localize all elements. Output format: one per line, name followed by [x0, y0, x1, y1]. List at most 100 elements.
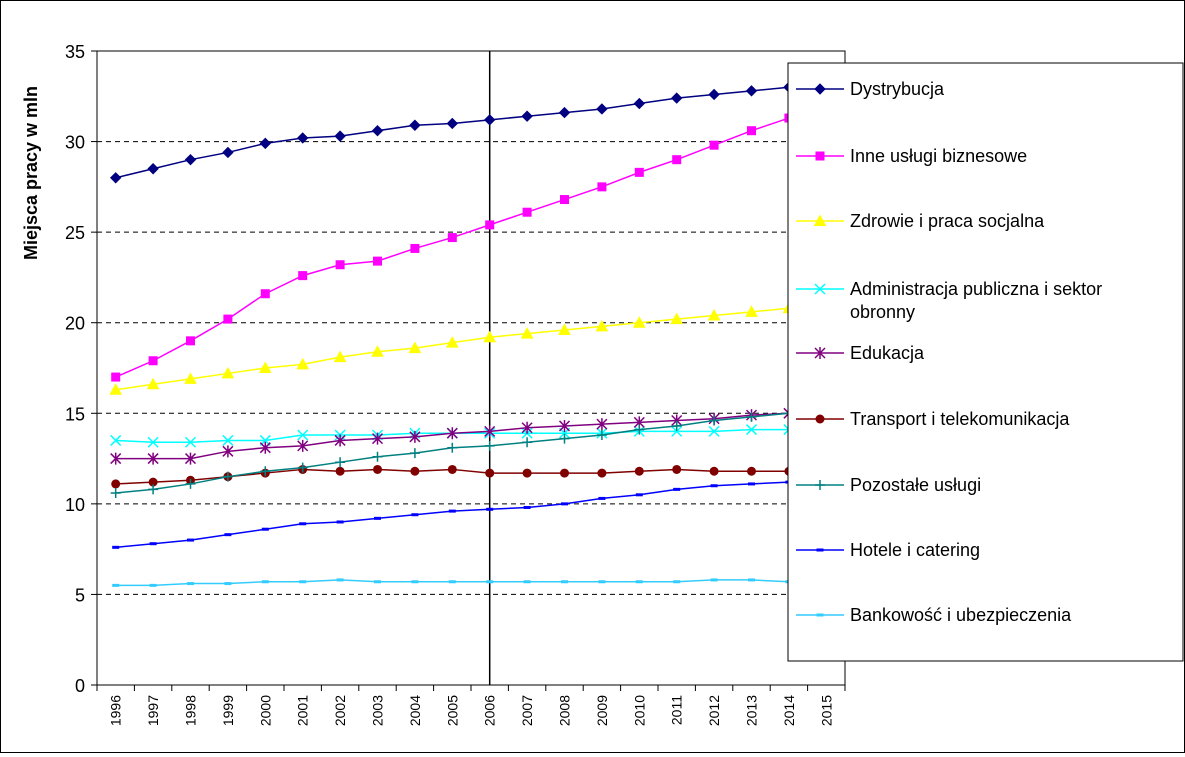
- data-point: [596, 430, 607, 441]
- data-point: [296, 357, 310, 370]
- data-point: [299, 580, 307, 584]
- x-tick-label: 2001: [295, 695, 311, 726]
- data-point: [148, 477, 158, 487]
- x-tick-label: 2014: [781, 695, 797, 726]
- data-point: [522, 207, 532, 217]
- axes: [91, 50, 846, 691]
- x-tick-label: 2002: [332, 695, 348, 726]
- data-point: [221, 366, 235, 379]
- data-point: [745, 85, 758, 97]
- data-point: [560, 468, 569, 478]
- data-point: [111, 372, 121, 382]
- data-point: [112, 583, 120, 587]
- data-point: [374, 516, 381, 520]
- data-point: [745, 424, 758, 436]
- x-tick-label: 2008: [557, 695, 573, 726]
- y-tick-labels: 0 5 10 15 20 25 30 35: [65, 42, 85, 696]
- data-point: [596, 103, 608, 115]
- data-point: [336, 520, 344, 524]
- data-point: [109, 172, 122, 184]
- series-group: [112, 578, 793, 587]
- x-tick-label: 2010: [631, 695, 647, 726]
- data-point: [483, 330, 497, 343]
- data-point: [708, 425, 720, 437]
- data-point: [561, 502, 568, 506]
- legend-label: Edukacja: [850, 343, 925, 363]
- legend: Dystrybucja Inne usługi biznesowe Zdrowie …: [787, 62, 1184, 662]
- data-point: [485, 468, 495, 478]
- data-point: [815, 480, 825, 490]
- legend-label: Transport i telekomunikacja: [850, 409, 1070, 429]
- data-point: [670, 92, 683, 104]
- data-point: [635, 580, 643, 584]
- data-point: [448, 580, 456, 584]
- data-point: [409, 119, 421, 131]
- data-point: [522, 468, 532, 478]
- x-tick-label: 2007: [519, 695, 535, 726]
- y-tick-label: 5: [75, 585, 85, 605]
- data-point: [261, 580, 269, 584]
- data-point: [634, 466, 644, 476]
- y-tick-label: 20: [65, 314, 85, 334]
- data-point: [522, 437, 533, 448]
- series-lines: [109, 81, 796, 587]
- x-tick-label: 2003: [370, 695, 386, 726]
- x-tick-label: 2011: [669, 695, 685, 725]
- data-point: [813, 214, 827, 226]
- data-point: [710, 578, 718, 582]
- legend-label: Dystrybucja: [850, 79, 945, 99]
- data-point: [112, 545, 120, 549]
- legend-label: Hotele i catering: [850, 540, 980, 560]
- y-tick-label: 15: [65, 404, 85, 424]
- legend-label: Bankowość i ubezpieczenia: [850, 605, 1072, 625]
- y-tick-label: 30: [65, 133, 85, 153]
- data-point: [710, 484, 718, 488]
- data-point: [146, 377, 160, 390]
- series-line: [115, 481, 789, 549]
- data-point: [299, 522, 307, 526]
- data-point: [446, 427, 458, 440]
- x-tick-label: 2009: [594, 695, 610, 726]
- data-point: [372, 451, 383, 462]
- data-point: [261, 527, 269, 531]
- data-point: [110, 452, 122, 465]
- series-line: [115, 307, 789, 391]
- data-point: [222, 445, 234, 458]
- data-point: [445, 336, 459, 348]
- legend-item: Zdrowie i praca socjalna: [796, 211, 1045, 231]
- data-point: [816, 613, 824, 617]
- data-point: [446, 117, 459, 130]
- x-tick-label: 2012: [706, 695, 722, 726]
- x-tick-label: 2015: [818, 695, 834, 726]
- data-point: [296, 132, 309, 144]
- data-point: [672, 464, 682, 474]
- data-point: [409, 448, 420, 459]
- x-tick-label: 2004: [407, 695, 423, 726]
- data-point: [814, 83, 826, 95]
- data-point: [410, 466, 420, 476]
- series-group: [110, 407, 795, 465]
- data-point: [147, 163, 159, 175]
- data-point: [297, 429, 309, 441]
- data-point: [814, 347, 826, 359]
- data-point: [748, 482, 755, 486]
- data-point: [748, 578, 755, 582]
- data-point: [815, 414, 825, 424]
- data-point: [671, 425, 683, 437]
- data-point: [561, 580, 568, 584]
- data-point: [260, 289, 270, 299]
- data-point: [595, 319, 609, 332]
- data-point: [109, 383, 123, 395]
- data-point: [521, 421, 533, 434]
- data-point: [147, 436, 159, 448]
- data-point: [408, 341, 422, 354]
- data-point: [184, 452, 197, 465]
- data-point: [558, 323, 571, 335]
- data-point: [184, 372, 197, 384]
- data-point: [671, 420, 682, 431]
- data-point: [814, 283, 826, 295]
- x-tick-label: 1998: [183, 695, 199, 726]
- series-group: [111, 113, 794, 382]
- data-point: [634, 424, 645, 435]
